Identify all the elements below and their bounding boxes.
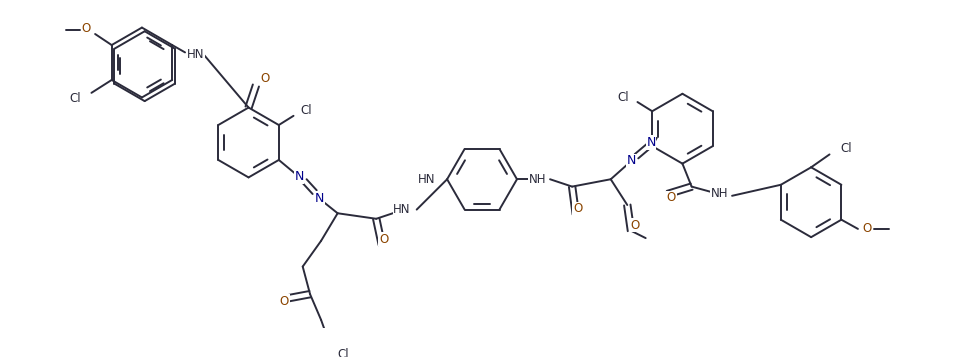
Text: O: O (280, 295, 289, 308)
Text: HN: HN (187, 48, 205, 61)
Text: Cl: Cl (69, 92, 81, 105)
Text: HN: HN (187, 48, 205, 61)
Text: N: N (294, 170, 304, 183)
Text: O: O (863, 222, 871, 235)
Text: O: O (379, 232, 388, 246)
Text: N: N (626, 154, 636, 167)
Text: N: N (647, 136, 656, 149)
Text: HN: HN (418, 173, 435, 186)
Text: O: O (261, 72, 270, 85)
Text: NH: NH (710, 187, 728, 201)
Text: N: N (315, 192, 324, 205)
Text: O: O (630, 219, 639, 232)
Text: Cl: Cl (338, 348, 349, 357)
Text: NH: NH (529, 173, 546, 186)
Text: O: O (81, 22, 91, 35)
Text: O: O (667, 191, 676, 204)
Text: Cl: Cl (617, 91, 628, 104)
Text: O: O (573, 202, 582, 215)
Text: Cl: Cl (841, 142, 852, 155)
Text: HN: HN (393, 203, 411, 216)
Text: Cl: Cl (300, 104, 313, 117)
